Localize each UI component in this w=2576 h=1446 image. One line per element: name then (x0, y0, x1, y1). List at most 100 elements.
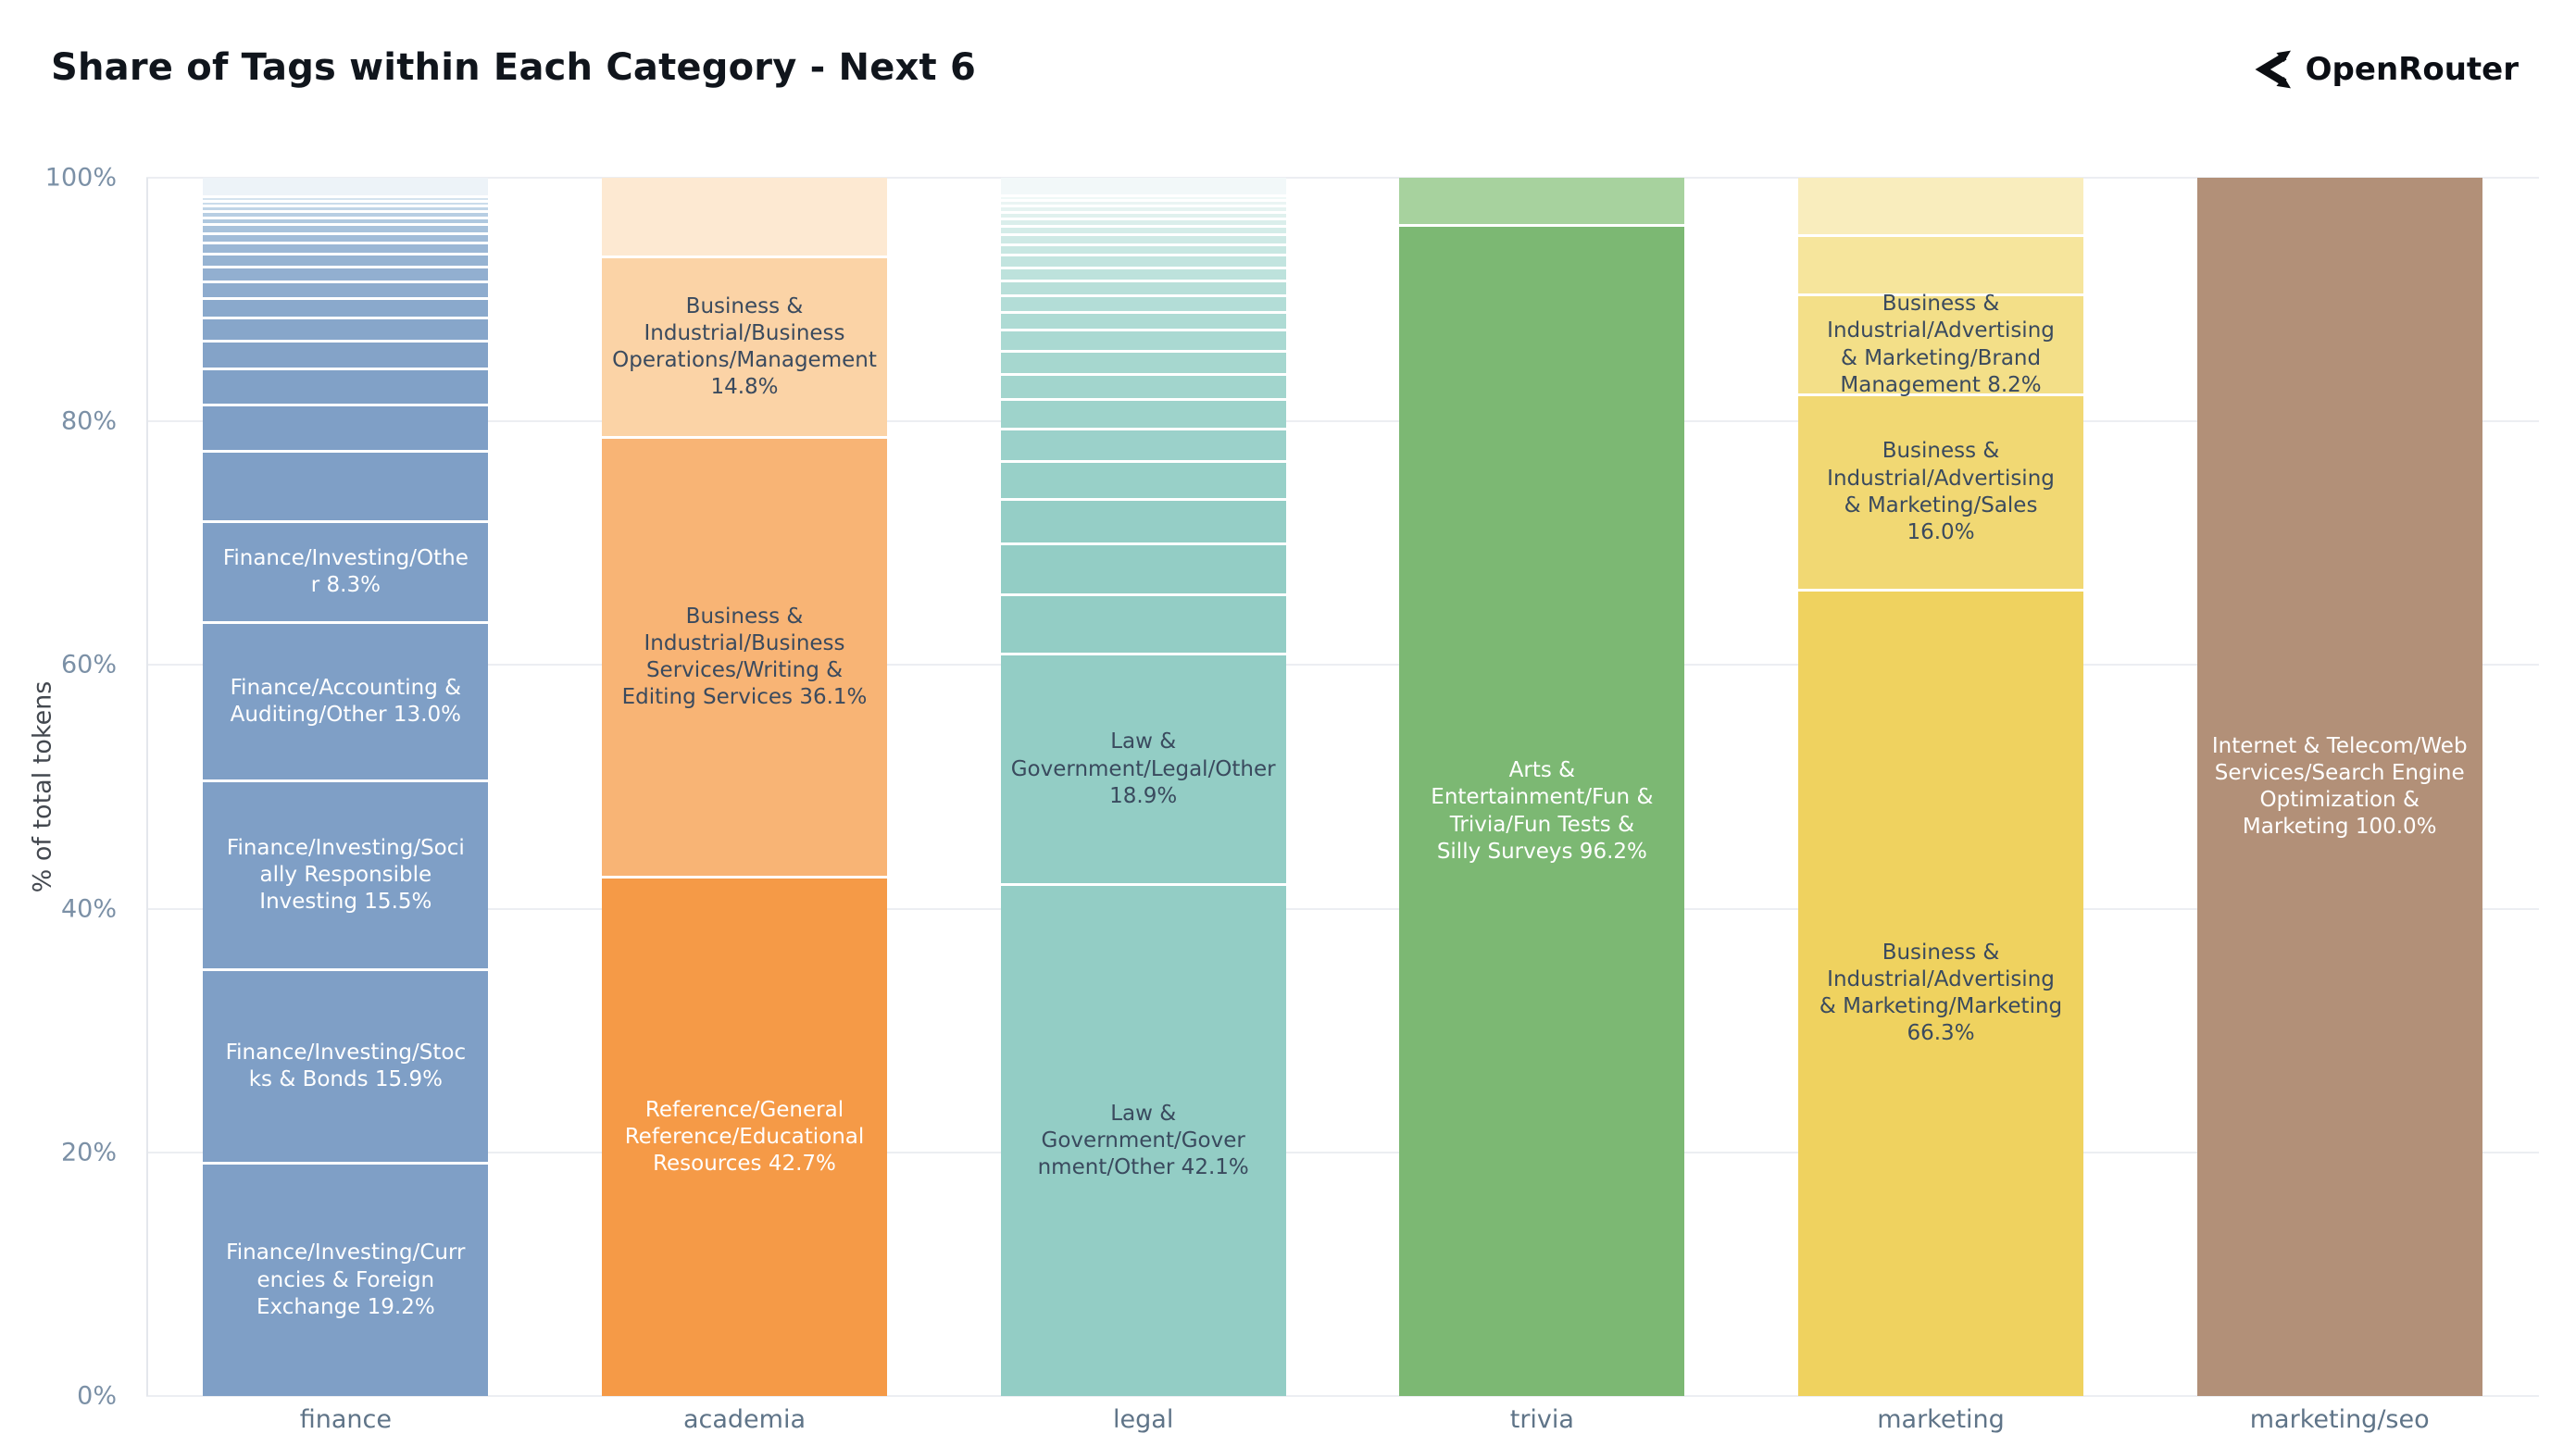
bar-legal: Law & Government/Gover nment/Other 42.1%… (1000, 178, 1286, 1396)
bar-segment[interactable] (1000, 592, 1286, 654)
bar-segment[interactable] (203, 340, 489, 368)
bar-segment[interactable]: Business & Industrial/Advertising & Mark… (1798, 588, 2083, 1396)
bar-segment[interactable] (203, 253, 489, 266)
brand-name: OpenRouter (2305, 51, 2519, 88)
bar-segment[interactable] (203, 231, 489, 243)
bar-segment[interactable] (203, 195, 489, 200)
bar-segment[interactable] (1000, 427, 1286, 461)
bar-segment[interactable] (1798, 178, 2083, 234)
bar-segment[interactable]: Business & Industrial/Business Services/… (602, 436, 887, 877)
segment-label: Finance/Investing/Stoc ks & Bonds 15.9% (225, 1041, 467, 1092)
bar-segment[interactable] (1000, 193, 1286, 200)
bar-segment[interactable] (1000, 310, 1286, 330)
y-axis-line (146, 178, 148, 1396)
x-axis-label-trivia: trivia (1509, 1405, 1574, 1434)
bar-segment[interactable] (203, 403, 489, 450)
bar-segment[interactable]: Reference/General Reference/Educational … (602, 876, 887, 1396)
bar-segment[interactable] (203, 242, 489, 254)
bar-segment[interactable] (203, 199, 489, 206)
bar-segment[interactable] (1000, 224, 1286, 233)
bar-marketing: Business & Industrial/Advertising & Mark… (1798, 178, 2083, 1396)
bar-segment[interactable]: Business & Industrial/Advertising & Mark… (1798, 292, 2083, 397)
bar-segment[interactable] (1000, 279, 1286, 294)
bar-segment[interactable] (1000, 542, 1286, 593)
gridline (146, 420, 2539, 423)
segment-label: Arts & Entertainment/Fun & Trivia/Fun Te… (1431, 758, 1654, 864)
bar-segment[interactable] (203, 216, 489, 224)
bar-segment[interactable] (203, 178, 489, 196)
bar-segment[interactable]: Law & Government/Legal/Other 18.9% (1000, 653, 1286, 883)
bar-segment[interactable]: Arts & Entertainment/Fun & Trivia/Fun Te… (1399, 224, 1685, 1396)
bar-finance: Finance/Investing/Curr encies & Foreign … (203, 178, 489, 1396)
bar-segment[interactable] (1000, 210, 1286, 218)
brand: OpenRouter (2248, 48, 2519, 91)
bar-segment[interactable] (1000, 243, 1286, 255)
bar-segment[interactable] (203, 210, 489, 217)
bar-segment[interactable] (1000, 254, 1286, 267)
plot-area: Finance/Investing/Curr encies & Foreign … (146, 177, 2539, 1397)
segment-label: Business & Industrial/Business Services/… (621, 604, 868, 710)
y-tick-label: 60% (60, 650, 117, 679)
bar-slot-legal: Law & Government/Gover nment/Other 42.1%… (944, 178, 1343, 1396)
bar-segment[interactable] (203, 223, 489, 232)
y-tick-label: 20% (60, 1138, 117, 1167)
bar-segment[interactable] (1000, 372, 1286, 399)
bar-segment[interactable]: Law & Government/Gover nment/Other 42.1% (1000, 882, 1286, 1396)
segment-label: Business & Industrial/Advertising & Mark… (1827, 292, 2055, 397)
bar-segment[interactable] (203, 205, 489, 210)
bar-segment[interactable] (203, 449, 489, 520)
gridline (146, 1151, 2539, 1153)
bar-segment[interactable] (1000, 266, 1286, 280)
bar-academia: Reference/General Reference/Educational … (602, 178, 887, 1396)
bar-segment[interactable] (1000, 217, 1286, 225)
bar-segment[interactable] (1000, 199, 1286, 206)
openrouter-logo-icon (2248, 48, 2291, 91)
bar-segment[interactable]: Finance/Investing/Stoc ks & Bonds 15.9% (203, 968, 489, 1163)
x-axis-label-marketing: marketing (1877, 1405, 2005, 1434)
bar-segment[interactable]: Finance/Investing/Curr encies & Foreign … (203, 1162, 489, 1396)
bar-segment[interactable] (1798, 233, 2083, 294)
x-axis-label-legal: legal (1113, 1405, 1174, 1434)
bar-segment[interactable] (1000, 460, 1286, 499)
segment-label: Finance/Investing/Othe r 8.3% (222, 545, 469, 597)
segment-label: Finance/Investing/Curr encies & Foreign … (226, 1240, 466, 1319)
bar-segment[interactable]: Finance/Investing/Othe r 8.3% (203, 519, 489, 622)
segment-label: Finance/Accounting & Auditing/Other 13.0… (230, 675, 462, 728)
bar-segment[interactable] (1000, 233, 1286, 243)
segment-label: Finance/Investing/Soci ally Responsible … (226, 835, 465, 915)
x-axis-label-academia: academia (682, 1405, 807, 1434)
bar-segment[interactable] (203, 280, 489, 298)
bar-segment[interactable] (203, 297, 489, 318)
bar-segment[interactable] (1000, 205, 1286, 211)
bar-segment[interactable]: Business & Industrial/Advertising & Mark… (1798, 393, 2083, 589)
bar-segment[interactable] (203, 368, 489, 404)
bar-segment[interactable] (203, 317, 489, 341)
bars-container: Finance/Investing/Curr encies & Foreign … (146, 178, 2539, 1396)
bar-segment[interactable] (602, 178, 887, 256)
x-axis-label-marketing-seo: marketing/seo (2249, 1405, 2430, 1434)
bar-segment[interactable] (1000, 178, 1286, 194)
bar-slot-academia: Reference/General Reference/Educational … (545, 178, 944, 1396)
page-title: Share of Tags within Each Category - Nex… (51, 46, 977, 89)
bar-segment[interactable]: Business & Industrial/Business Operation… (602, 256, 887, 437)
y-tick-label: 80% (60, 406, 117, 436)
bar-marketing-seo: Internet & Telecom/Web Services/Search E… (2196, 178, 2482, 1396)
bar-segment[interactable] (203, 265, 489, 280)
bar-segment[interactable] (1399, 178, 1685, 225)
bar-slot-marketing: Business & Industrial/Advertising & Mark… (1742, 178, 2141, 1396)
segment-label: Law & Government/Gover nment/Other 42.1% (1037, 1101, 1249, 1180)
bar-segment[interactable]: Finance/Investing/Soci ally Responsible … (203, 779, 489, 969)
segment-label: Business & Industrial/Business Operation… (612, 293, 877, 400)
segment-label: Reference/General Reference/Educational … (624, 1097, 865, 1177)
bar-segment[interactable] (1000, 349, 1286, 373)
bar-segment[interactable] (1000, 293, 1286, 311)
y-tick-label: 40% (60, 894, 117, 924)
bar-segment[interactable] (1000, 329, 1286, 350)
bar-segment[interactable]: Finance/Accounting & Auditing/Other 13.0… (203, 621, 489, 780)
bar-segment[interactable] (1000, 498, 1286, 542)
bar-segment[interactable]: Internet & Telecom/Web Services/Search E… (2196, 178, 2482, 1396)
bar-trivia: Arts & Entertainment/Fun & Trivia/Fun Te… (1399, 178, 1685, 1396)
y-tick-label: 0% (77, 1381, 117, 1411)
bar-segment[interactable] (1000, 398, 1286, 428)
